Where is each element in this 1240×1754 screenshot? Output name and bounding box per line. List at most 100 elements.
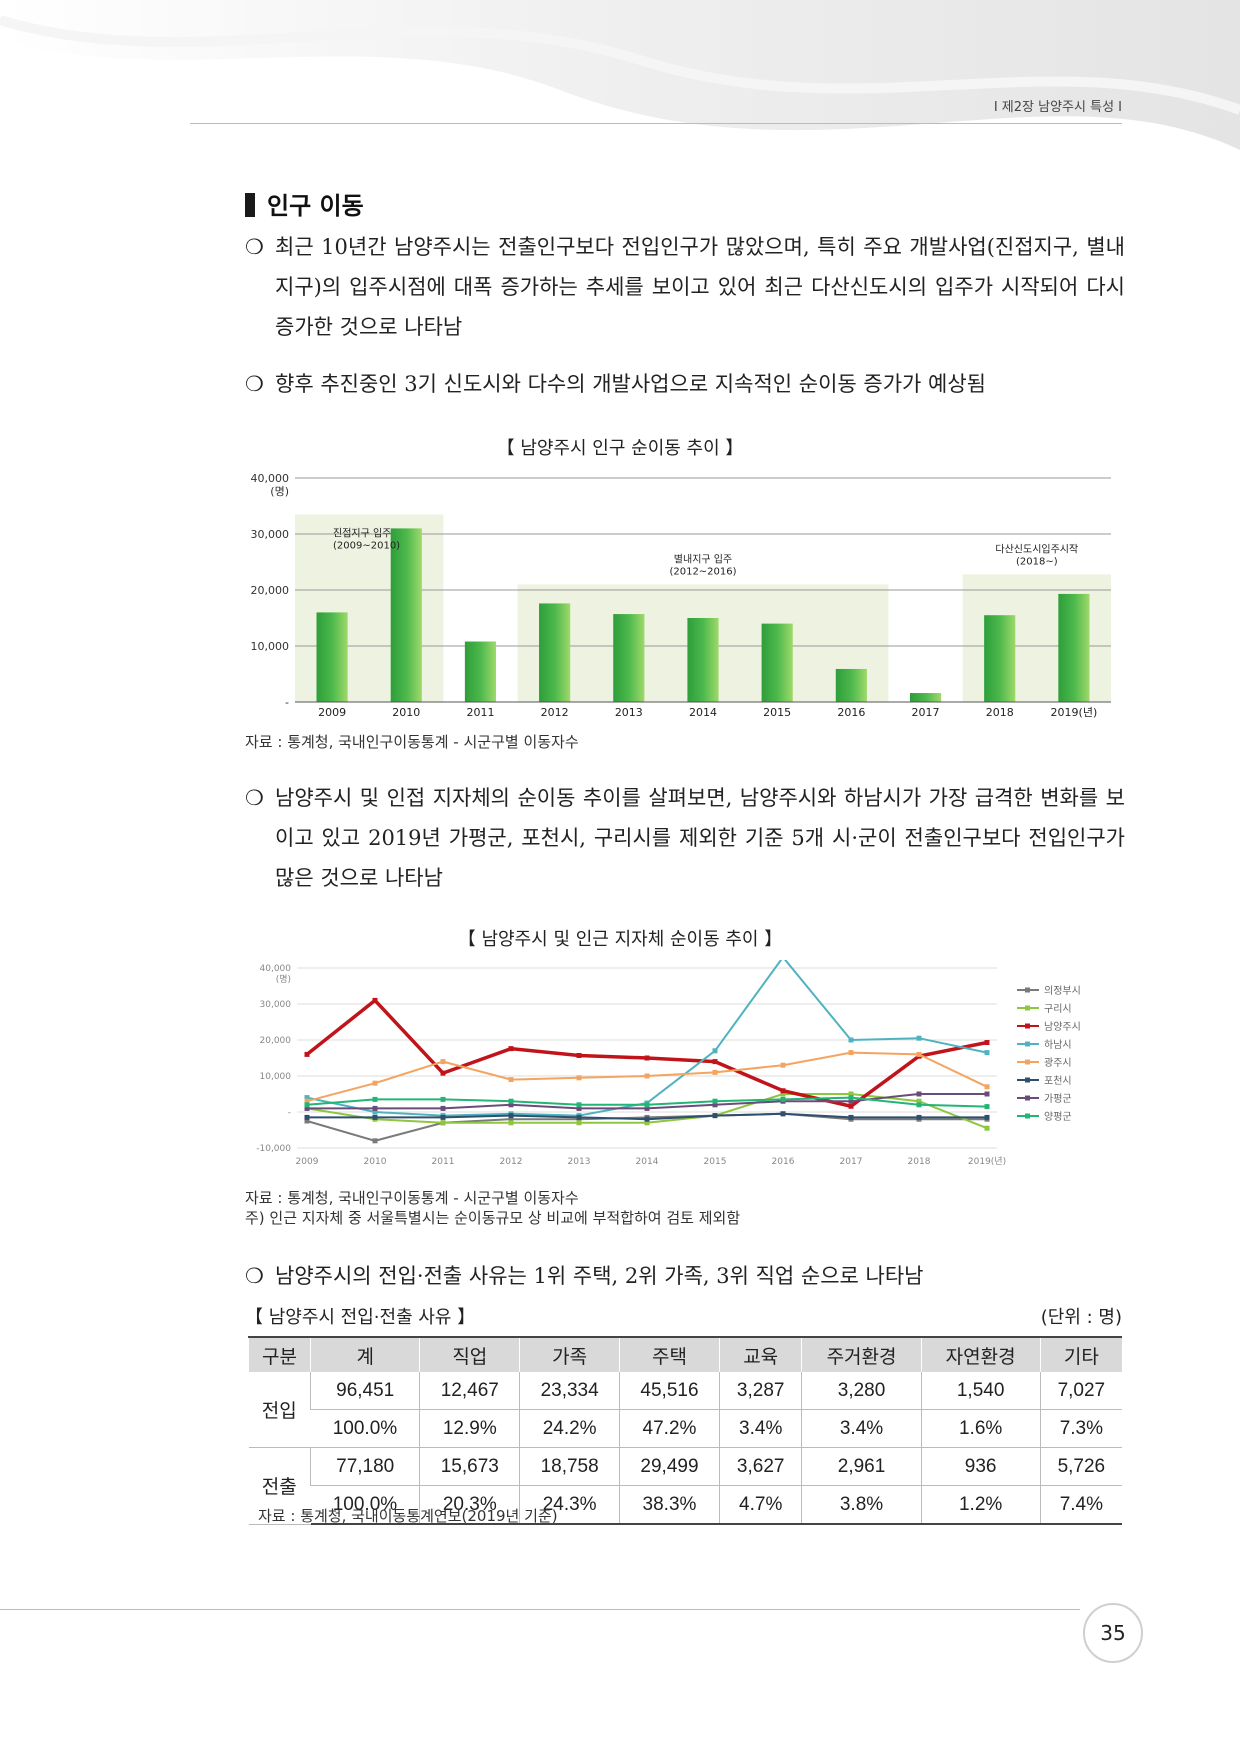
data-point	[576, 1105, 582, 1111]
bullet-icon: ❍	[245, 235, 264, 259]
table-cell: 24.2%	[519, 1409, 620, 1448]
paragraph-text: 남양주시 및 인접 지자체의 순이동 추이를 살펴보면, 남양주시와 하남시가 …	[275, 786, 1125, 890]
legend-marker	[1025, 1113, 1030, 1119]
table-row: 100.0% 20.3% 24.3% 38.3% 4.7% 3.8% 1.2% …	[249, 1485, 1122, 1525]
data-point	[780, 1111, 786, 1117]
y-tick-label: 10,000	[260, 1072, 292, 1082]
header-cell: 교육	[718, 1336, 802, 1372]
table-cell: 3.4%	[801, 1409, 922, 1448]
data-point	[644, 1105, 650, 1111]
footer-rule	[0, 1609, 1080, 1610]
y-tick-label: -	[285, 696, 289, 709]
data-point	[984, 1040, 990, 1046]
bar	[390, 528, 422, 702]
x-tick-label: 2013	[615, 706, 643, 719]
legend-label: 의정부시	[1044, 985, 1081, 997]
data-point	[508, 1077, 514, 1083]
header-cell: 주거환경	[801, 1336, 922, 1372]
legend-marker	[1025, 1095, 1030, 1101]
bar	[761, 623, 793, 702]
y-tick-label: 20,000	[251, 584, 290, 597]
header-cell: 주택	[619, 1336, 720, 1372]
legend-marker	[1025, 1023, 1030, 1029]
y-tick-label: 40,000	[251, 472, 290, 485]
table-cell: 7.3%	[1039, 1409, 1122, 1448]
paragraph-text: 남양주시의 전입·전출 사유는 1위 주택, 2위 가족, 3위 직업 순으로 …	[275, 1264, 924, 1288]
x-tick-label: 2010	[392, 706, 420, 719]
data-point	[576, 1052, 582, 1058]
bar	[835, 668, 867, 702]
data-point	[304, 1114, 310, 1120]
table-cell: 23,334	[519, 1372, 620, 1410]
table-cell: 936	[920, 1447, 1041, 1486]
data-point	[440, 1096, 446, 1102]
legend-label: 구리시	[1044, 1003, 1072, 1015]
data-point	[712, 1102, 718, 1108]
legend-marker	[1025, 1059, 1030, 1065]
table-cell: 1,540	[920, 1372, 1041, 1410]
data-point	[712, 1098, 718, 1104]
x-tick-label: 2011	[466, 706, 494, 719]
section-title-text: 인구 이동	[267, 192, 364, 220]
header-wave-decoration	[0, 0, 1240, 150]
data-point	[780, 1091, 786, 1097]
data-point	[712, 1069, 718, 1075]
header-cell: 계	[310, 1336, 420, 1372]
annotation-label: 별내지구 입주	[674, 552, 732, 565]
header-cell: 자연환경	[920, 1336, 1041, 1372]
legend-label: 광주시	[1044, 1057, 1072, 1069]
table-cell: 29,499	[619, 1447, 720, 1486]
table-cell: 38.3%	[619, 1485, 720, 1525]
x-tick-label: 2019(년)	[968, 1156, 1006, 1167]
annotation-label: (2012~2016)	[669, 566, 736, 577]
data-point	[440, 1114, 446, 1120]
annotation-label: (2009~2010)	[333, 540, 400, 551]
header-cell: 기타	[1039, 1336, 1122, 1372]
data-point	[712, 1113, 718, 1119]
data-point	[508, 1102, 514, 1108]
data-point	[848, 1037, 854, 1043]
data-point	[984, 1104, 990, 1110]
data-point	[576, 1114, 582, 1120]
table-row: 전입 96,451 12,467 23,334 45,516 3,287 3,2…	[248, 1372, 1122, 1448]
group-label-out: 전출	[248, 1447, 311, 1525]
x-tick-label: 2010	[364, 1157, 387, 1167]
section-title: 인구 이동	[245, 186, 364, 221]
net-migration-bar-chart: - 10,000 20,000 30,000 40,000(명) 2009 2010 2011…	[251, 472, 1111, 719]
data-point	[848, 1103, 854, 1109]
annotation-label: 다산신도시입주시작	[995, 542, 1078, 555]
bar	[909, 693, 942, 702]
legend-label: 가평군	[1044, 1093, 1072, 1105]
bullet-icon: ❍	[245, 786, 264, 810]
table-cell: 47.2%	[619, 1409, 720, 1448]
data-point	[848, 1050, 854, 1056]
x-tick-label: 2015	[704, 1157, 727, 1167]
y-tick-label: (명)	[276, 974, 291, 985]
data-point	[984, 1114, 990, 1120]
data-point	[372, 1096, 378, 1102]
data-point	[916, 1091, 922, 1097]
x-tick-label: 2014	[636, 1157, 659, 1167]
table-cell: 12,467	[419, 1372, 520, 1410]
legend-marker	[1025, 987, 1030, 993]
y-tick-label: -	[288, 1108, 291, 1118]
figure1-caption: 【 남양주시 인구 순이동 추이 】	[496, 438, 744, 459]
data-point	[304, 1051, 310, 1057]
x-tick-label: 2012	[541, 706, 569, 719]
x-tick-label: 2017	[912, 706, 940, 719]
data-point	[780, 1088, 786, 1094]
figure2-source: 자료 : 통계청, 국내인구이동통계 - 시군구별 이동자수	[245, 1189, 579, 1207]
legend-label: 하남시	[1044, 1038, 1072, 1051]
data-point	[372, 1109, 378, 1115]
data-point	[712, 1048, 718, 1054]
legend-marker	[1025, 1005, 1030, 1011]
data-point	[372, 1138, 378, 1144]
bar	[984, 615, 1016, 702]
data-point	[440, 1105, 446, 1111]
bar	[613, 614, 645, 702]
data-point	[508, 1046, 514, 1052]
bar	[687, 618, 719, 702]
data-point	[508, 1113, 514, 1119]
data-point	[372, 1114, 378, 1120]
